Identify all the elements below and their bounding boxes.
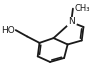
Text: HO: HO [1,26,15,35]
Text: N: N [68,17,74,26]
Text: CH₃: CH₃ [75,4,90,13]
